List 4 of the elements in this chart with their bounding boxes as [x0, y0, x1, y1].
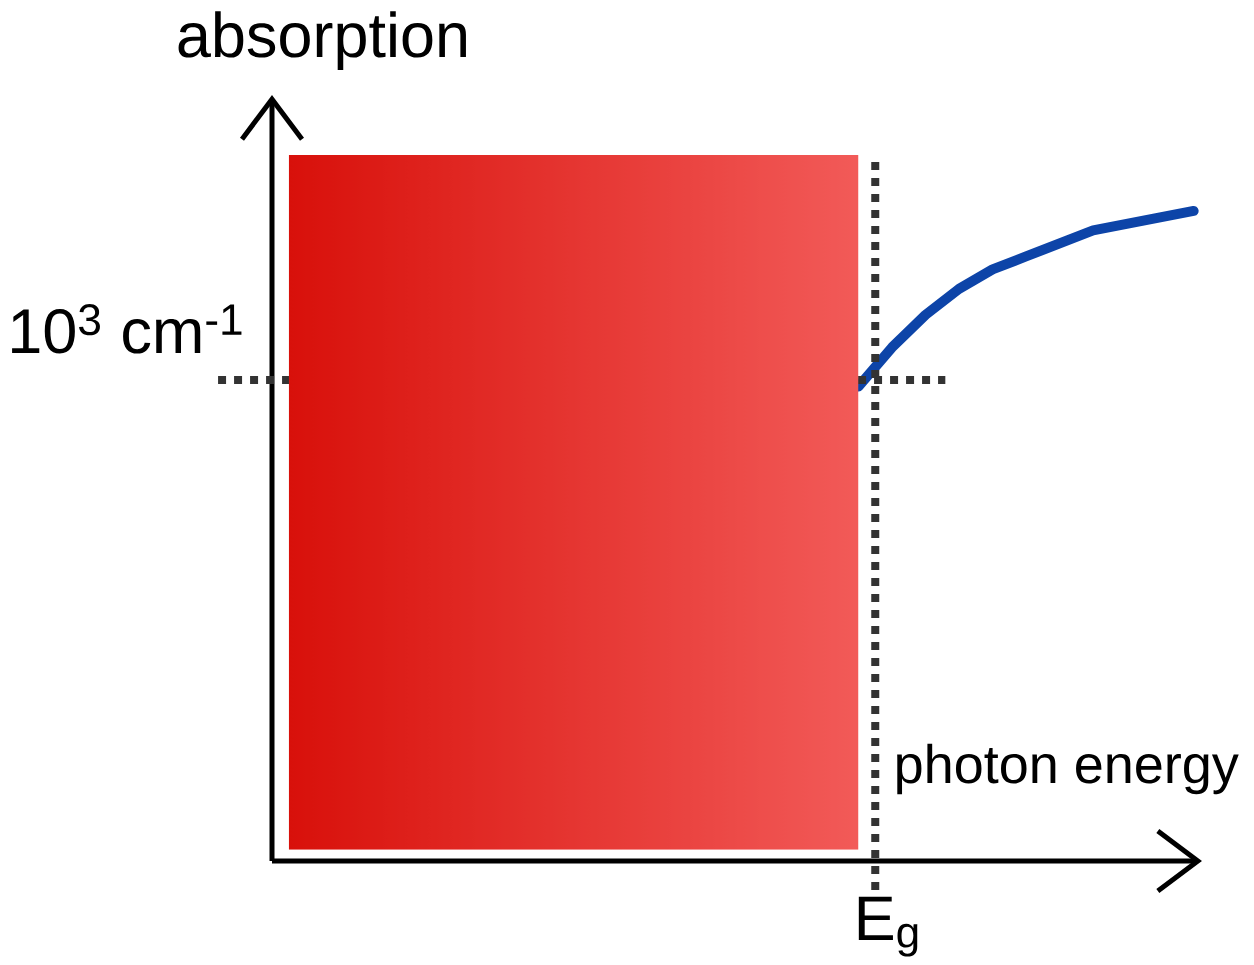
y-axis-title: absorption: [178, 11, 466, 71]
text: E$_{g}$: [858, 896, 918, 957]
ref-line-label: 10$^{3}$ cm$^{-1}$: [12, 304, 242, 354]
x-axis-title: photon energy: [897, 743, 1239, 795]
